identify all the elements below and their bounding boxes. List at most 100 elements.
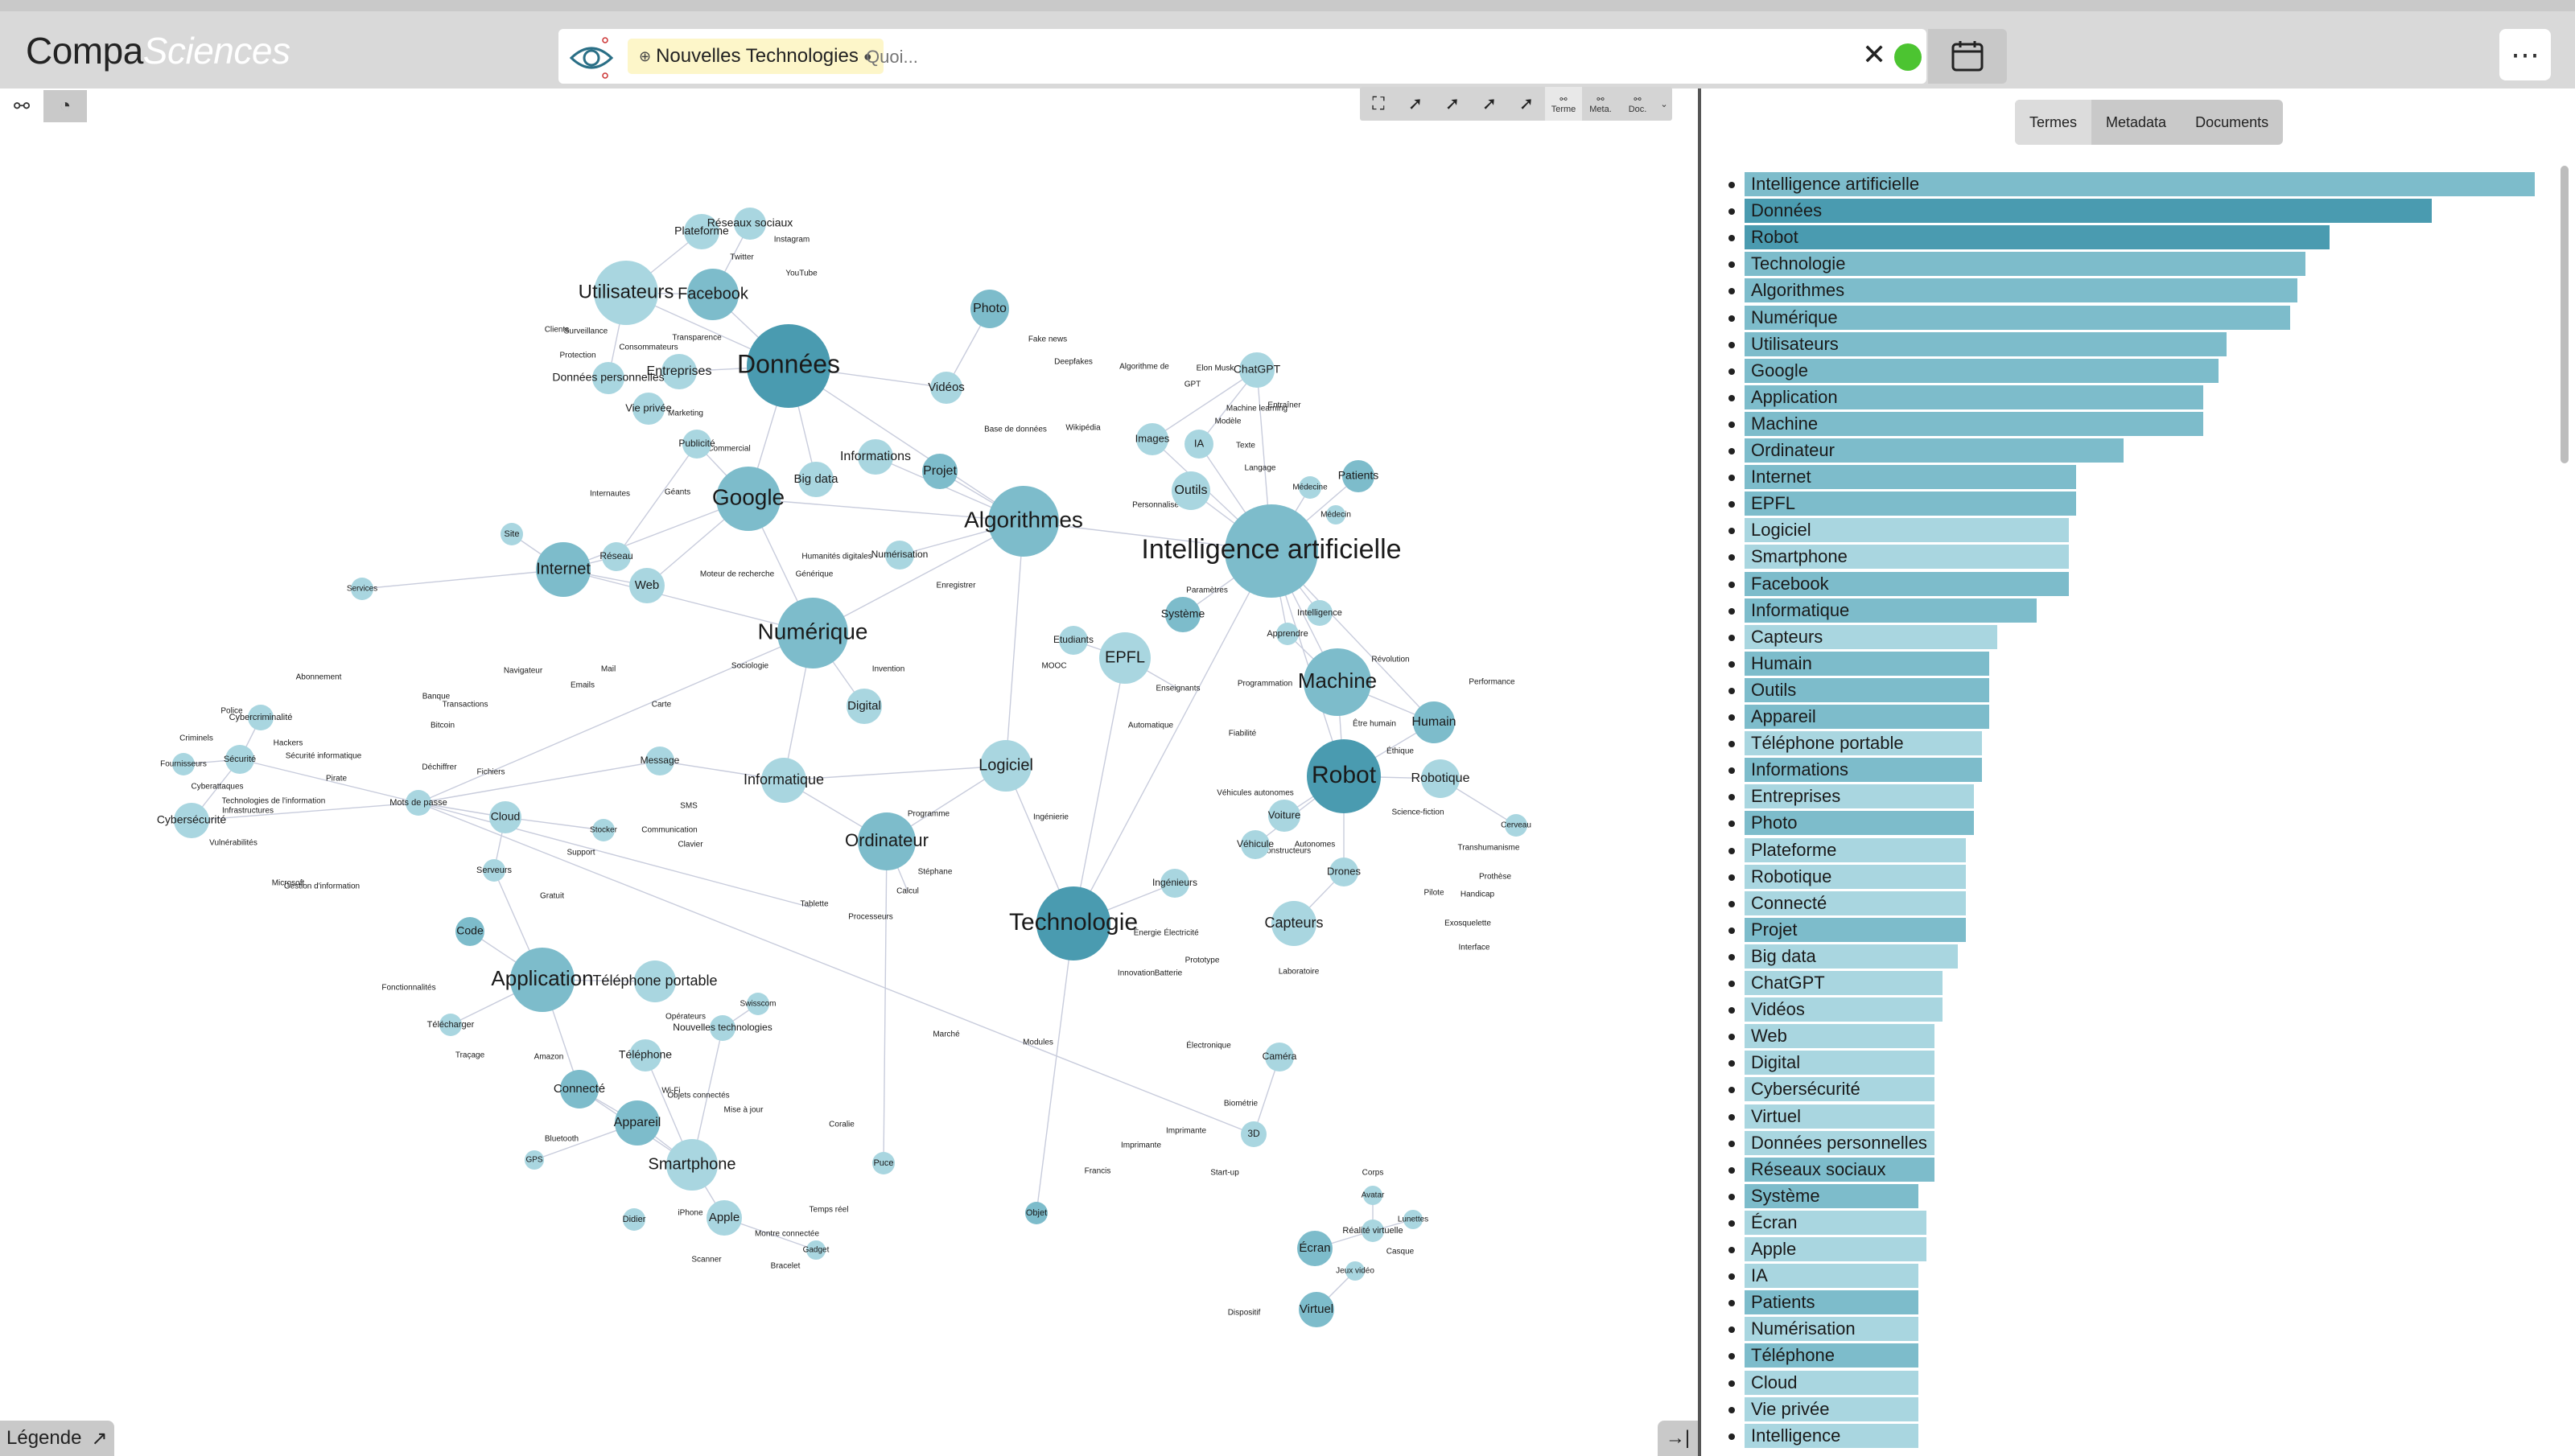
graph-minor-label[interactable]: Wikipédia [1065, 424, 1101, 433]
term-bar[interactable] [1745, 1396, 1919, 1421]
term-bar[interactable] [1745, 677, 1990, 702]
graph-node[interactable] [560, 1070, 599, 1108]
term-bar[interactable] [1745, 172, 2535, 196]
graph-node-label[interactable]: Images [1135, 432, 1170, 444]
graph-node[interactable] [747, 324, 830, 408]
term-bar[interactable] [1745, 917, 1966, 942]
term-bar[interactable] [1745, 731, 1982, 756]
graph-minor-label[interactable]: Innovation [1118, 969, 1155, 978]
graph-node-label[interactable]: Site [505, 529, 520, 539]
graph-node[interactable] [174, 803, 209, 838]
graph-node[interactable] [1362, 1220, 1384, 1242]
graph-node[interactable] [1276, 623, 1299, 645]
graph-node-label[interactable]: Vidéos [928, 380, 965, 394]
graph-node[interactable] [661, 354, 697, 389]
graph-minor-label[interactable]: Bluetooth [545, 1135, 579, 1144]
graph-node-label[interactable]: Intelligence [1297, 608, 1342, 618]
graph-minor-label[interactable]: Francis [1085, 1167, 1111, 1176]
graph-node-label[interactable]: Publicité [678, 438, 715, 449]
graph-minor-label[interactable]: Marketing [668, 409, 703, 418]
graph-node-label[interactable]: Caméra [1263, 1051, 1297, 1062]
term-bar[interactable] [1745, 784, 1974, 809]
term-bar[interactable] [1745, 278, 2298, 303]
graph-node-label[interactable]: Informations [840, 450, 911, 463]
graph-node-label[interactable]: Capteurs [1264, 915, 1323, 931]
graph-minor-label[interactable]: Twitter [730, 253, 754, 262]
graph-node[interactable] [666, 1139, 718, 1191]
graph-minor-label[interactable]: Algorithme de [1119, 363, 1169, 372]
select-cursor-icon[interactable]: ➚ [1407, 93, 1423, 113]
close-icon[interactable]: ✕ [1862, 38, 1887, 71]
graph-minor-label[interactable]: Criminels [179, 734, 213, 743]
graph-minor-label[interactable]: Amazon [534, 1053, 564, 1062]
graph-node[interactable] [1241, 1121, 1267, 1147]
graph-node-label[interactable]: Téléphone [619, 1048, 672, 1061]
graph-minor-label[interactable]: Véhicules autonomes [1217, 789, 1294, 798]
graph-node-label[interactable]: Plateforme [674, 224, 729, 237]
graph-minor-label[interactable]: Révolution [1371, 656, 1409, 664]
graph-minor-label[interactable]: Fonctionnalités [381, 984, 435, 993]
graph-node-label[interactable]: Apple [709, 1211, 740, 1224]
term-bar[interactable] [1745, 411, 2203, 436]
graph-node[interactable] [1304, 648, 1371, 716]
term-bar[interactable] [1745, 811, 1974, 836]
graph-minor-label[interactable]: Support [566, 849, 595, 858]
graph-node[interactable] [885, 541, 914, 570]
graph-node-label[interactable]: Véhicule [1237, 838, 1274, 849]
graph-node[interactable] [1299, 476, 1321, 499]
term-bar[interactable] [1745, 1183, 1919, 1208]
graph-minor-label[interactable]: Clavier [678, 841, 703, 849]
graph-node[interactable] [1403, 1210, 1423, 1229]
graph-minor-label[interactable]: Prototype [1185, 956, 1220, 965]
graph-node-label[interactable]: Système [1161, 607, 1205, 620]
calendar-button[interactable] [1928, 29, 2007, 84]
graph-minor-label[interactable]: Transactions [443, 701, 488, 709]
term-bar[interactable] [1745, 651, 1990, 676]
chevron-down-icon[interactable]: ⌄ [1660, 99, 1668, 109]
graph-node-label[interactable]: Réseau [599, 550, 632, 561]
graph-minor-label[interactable]: Coralie [829, 1121, 855, 1129]
tab-termes[interactable]: Termes [2015, 100, 2092, 145]
graph-minor-label[interactable]: Calcul [896, 887, 919, 896]
graph-minor-label[interactable]: Base de données [984, 426, 1047, 434]
graph-minor-label[interactable]: Moteur de recherche [700, 570, 775, 579]
graph-minor-label[interactable]: Tablette [800, 900, 828, 909]
term-bar[interactable] [1745, 944, 1959, 969]
graph-minor-label[interactable]: Mail [601, 665, 616, 674]
graph-minor-label[interactable]: Police [220, 707, 243, 716]
graph-node-label[interactable]: Machine [1298, 668, 1377, 693]
graph-node[interactable] [1363, 1186, 1382, 1205]
graph-node-label[interactable]: Code [456, 924, 484, 937]
graph-node-label[interactable]: Gadget [803, 1246, 830, 1255]
graph-minor-label[interactable]: Enseignants [1156, 685, 1200, 693]
term-bar[interactable] [1745, 358, 2219, 383]
graph-node[interactable] [634, 960, 676, 1002]
term-bar[interactable] [1745, 331, 2227, 356]
graph-node[interactable] [858, 812, 916, 870]
graph-node[interactable] [510, 948, 575, 1012]
graph-node-label[interactable]: Jeux vidéo [1336, 1267, 1374, 1276]
tab-metadata[interactable]: Metadata [2106, 113, 2167, 130]
graph-minor-label[interactable]: Géants [665, 488, 690, 497]
graph-node[interactable] [1413, 701, 1455, 743]
graph-minor-label[interactable]: Imprimante [1166, 1127, 1206, 1136]
graph-minor-label[interactable]: Biométrie [1224, 1100, 1259, 1108]
graph-node-label[interactable]: Photo [973, 302, 1007, 315]
term-bar[interactable] [1745, 1077, 1934, 1102]
graph-node[interactable] [592, 819, 615, 841]
term-bar[interactable] [1745, 225, 2330, 250]
graph-node[interactable] [1241, 830, 1270, 859]
graph-minor-label[interactable]: Modules [1023, 1039, 1053, 1047]
graph-node-label[interactable]: Cybersécurité [157, 813, 227, 826]
graph-node[interactable] [594, 261, 658, 325]
graph-node[interactable] [716, 467, 781, 531]
term-bar[interactable] [1745, 971, 1943, 995]
query-tag[interactable]: ⊕ Nouvelles Technologies ● [628, 39, 884, 74]
graph-minor-label[interactable]: Prothèse [1479, 873, 1511, 882]
graph-minor-label[interactable]: Programme [908, 810, 950, 819]
graph-node-label[interactable]: 3D [1247, 1128, 1260, 1139]
term-bar[interactable] [1745, 492, 2077, 516]
graph-node-label[interactable]: Services [347, 585, 377, 594]
term-bar[interactable] [1745, 890, 1966, 915]
graph-minor-label[interactable]: Modèle [1215, 417, 1242, 426]
